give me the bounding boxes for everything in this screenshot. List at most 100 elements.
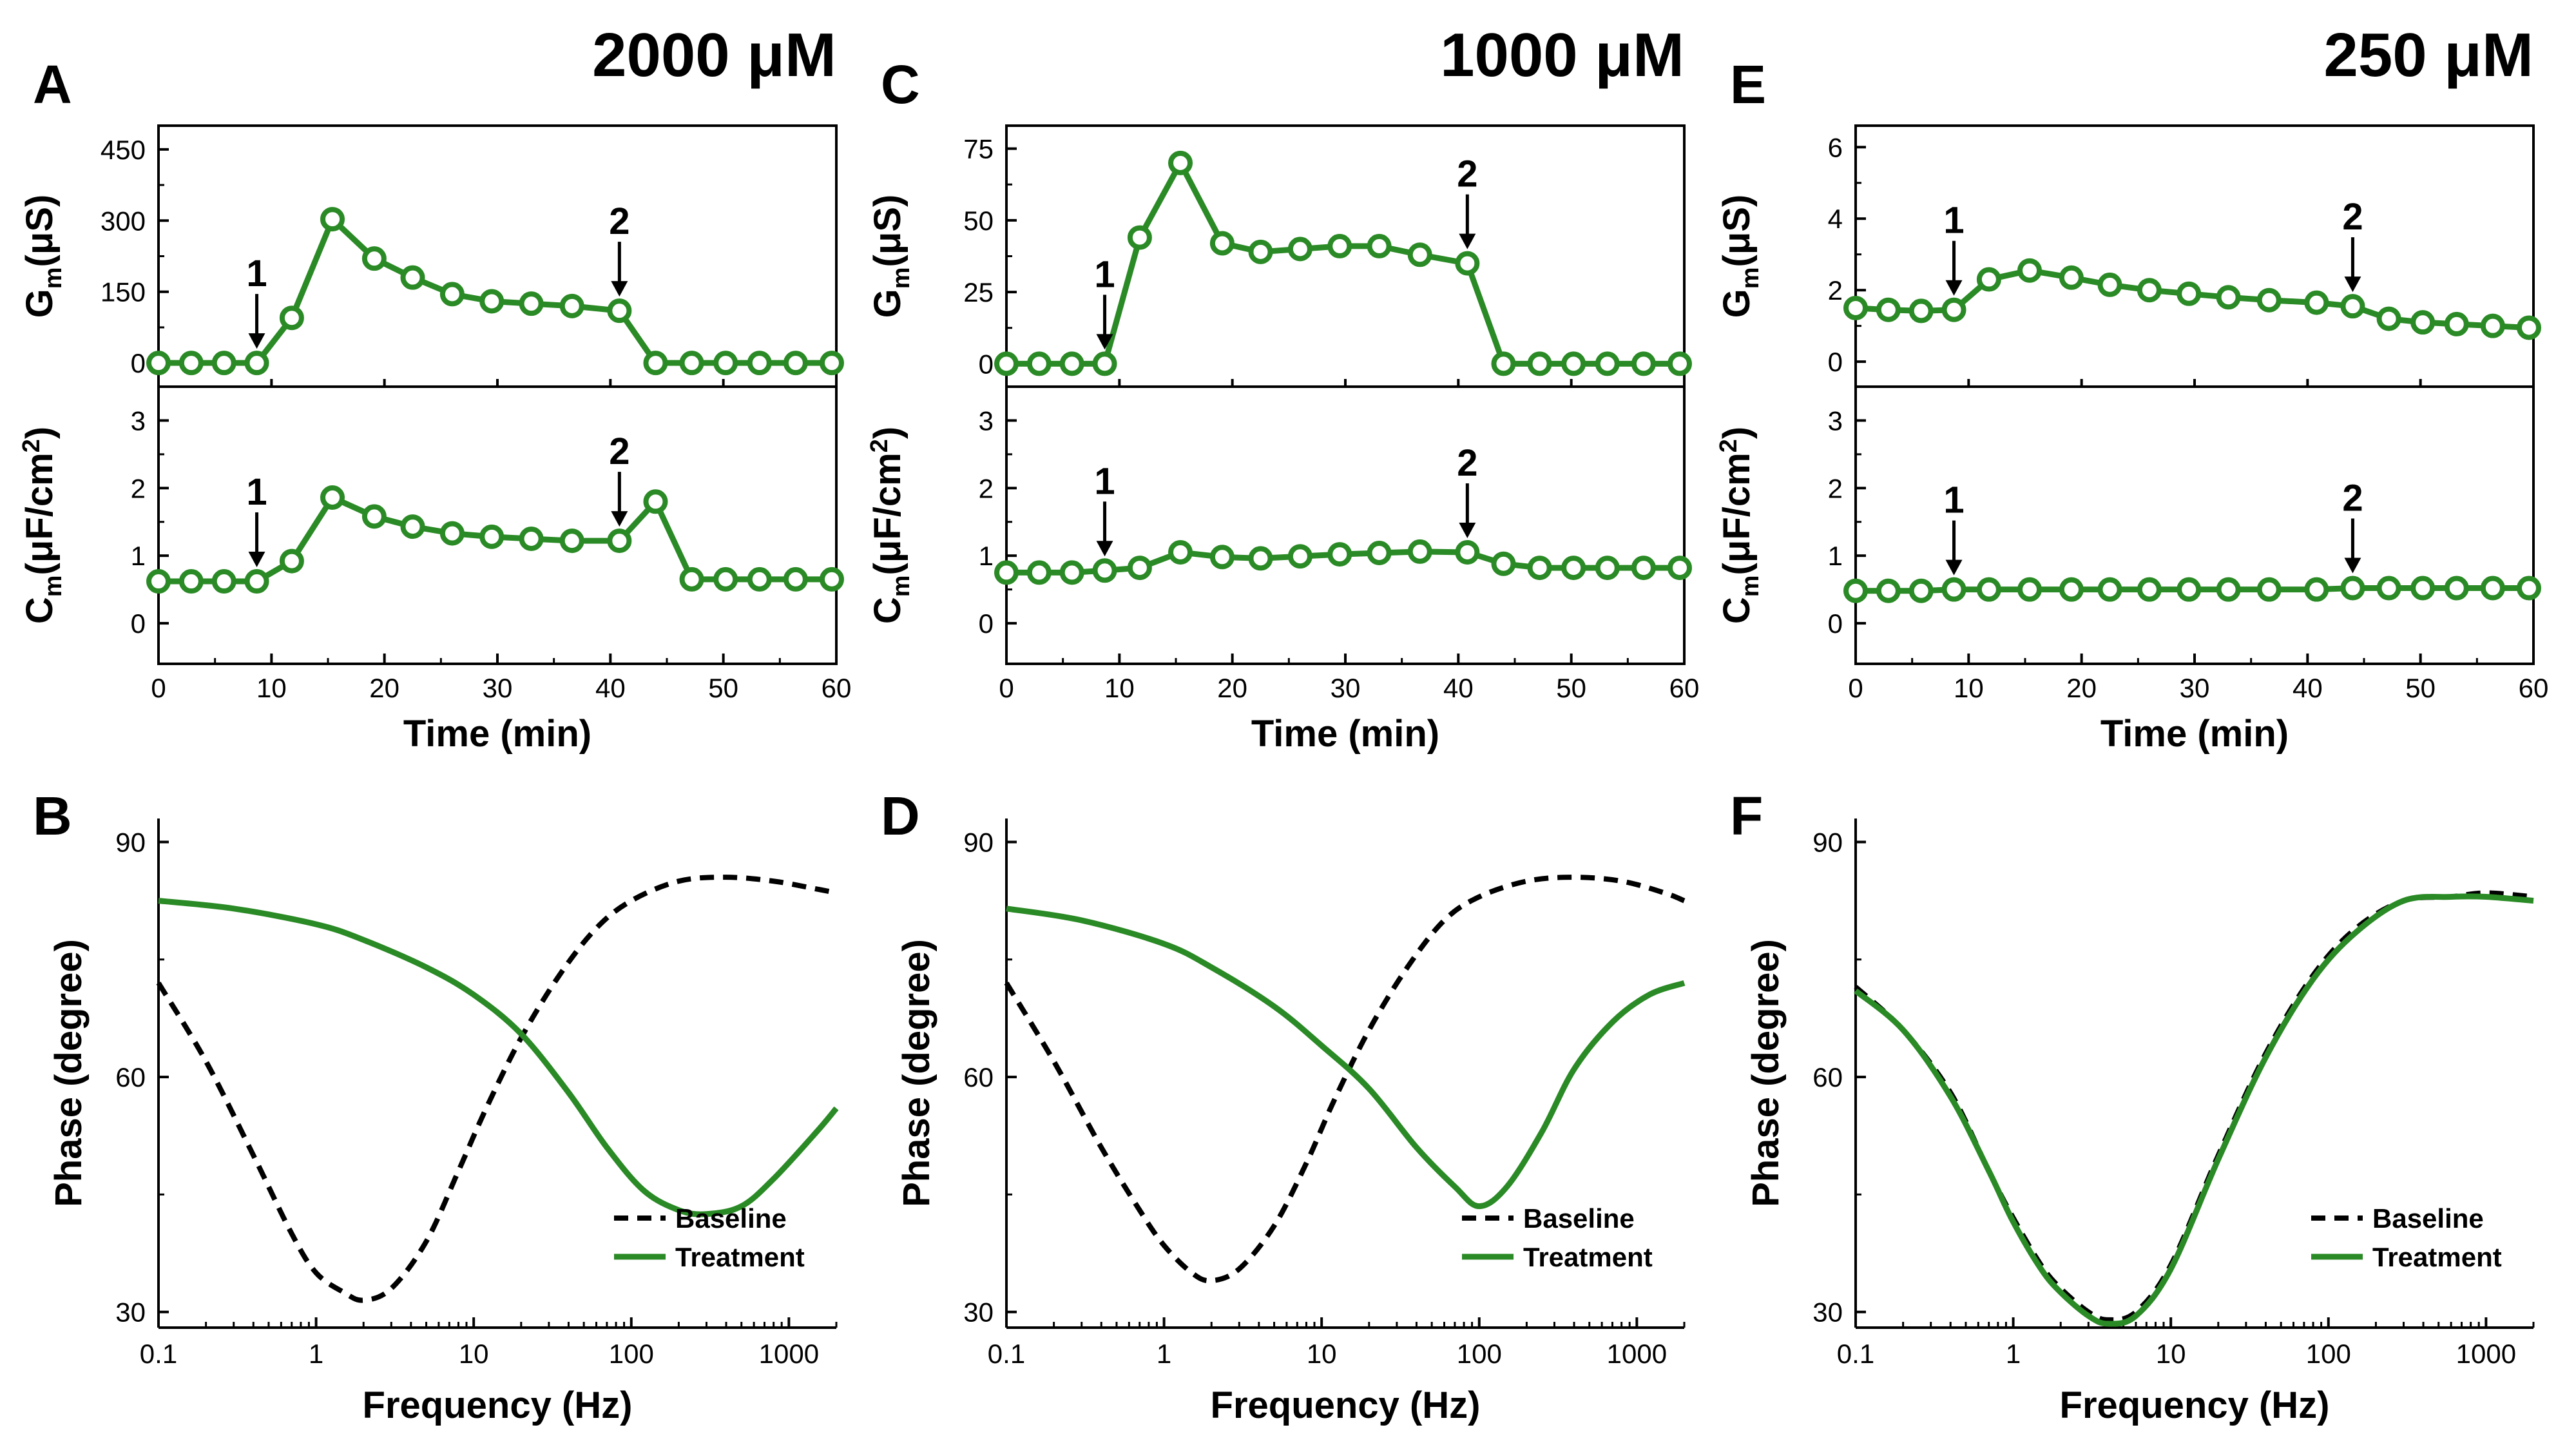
cm-data-point: [519, 526, 544, 551]
cm-axis-label: Cm(μF/cm2): [18, 427, 67, 624]
cm-data-point: [1092, 558, 1117, 583]
cm-data-point: [320, 485, 345, 510]
y-tick-label: 90: [1812, 827, 1843, 857]
cm-frame: [157, 385, 838, 665]
x-axis-label: Frequency (Hz): [363, 1384, 633, 1426]
gm-data-point: [679, 351, 704, 376]
x-tick-label: 60: [1669, 673, 1700, 703]
gm-data-point: [713, 351, 738, 376]
panel-letter-F: F: [1730, 786, 1763, 846]
panel-letter-D: D: [881, 786, 920, 846]
gm-data-point: [1209, 231, 1235, 256]
y-tick-label: 450: [101, 135, 146, 165]
cm-data-point: [2017, 577, 2043, 602]
gm-axis-label: Gm(μS): [19, 195, 67, 318]
cm-data-point: [1168, 539, 1193, 565]
y-tick-label: 0: [979, 608, 994, 639]
y-tick-label: 0: [1828, 347, 1843, 377]
y-tick-label: 2: [979, 473, 994, 503]
gm-data-point: [1843, 295, 1868, 320]
gm-data-point: [320, 207, 345, 232]
y-tick-label: 60: [1812, 1062, 1843, 1092]
cm-data-point: [747, 567, 772, 592]
x-tick-label: 40: [2292, 673, 2323, 703]
annotation-arrow-label: 1: [246, 471, 267, 513]
gm-data-point: [1876, 297, 1901, 322]
gm-data-point: [2304, 290, 2329, 315]
cm-data-point: [1407, 539, 1432, 564]
annotation-arrow-head: [248, 333, 265, 349]
gm-data-point: [1908, 298, 1934, 324]
gm-data-point: [2059, 265, 2084, 290]
gm-data-point: [1127, 225, 1152, 250]
cm-axis-label: Cm(μF/cm2): [1715, 427, 1764, 624]
gm-data-point: [2097, 272, 2122, 297]
x-axis-label: Time (min): [1251, 713, 1439, 755]
y-tick-label: 2: [131, 473, 146, 503]
annotation-arrow-label: 2: [1457, 153, 1477, 195]
legend-baseline-label: Baseline: [2372, 1203, 2484, 1234]
gm-data-point: [819, 351, 844, 376]
cm-data-point: [1876, 578, 1901, 603]
cm-data-point: [361, 504, 387, 529]
cm-data-point: [146, 569, 171, 594]
annotation-arrow-head: [611, 511, 628, 527]
phase-panel-D: D 30 60 90 0.1 1 10 100 1000 Frequency (Hz) Phase …: [881, 786, 1686, 1426]
gm-data-point: [2216, 285, 2241, 310]
annotation-arrow-label: 1: [1094, 460, 1115, 502]
concentration-label: 250 μM: [2323, 21, 2533, 90]
y-tick-label: 3: [131, 405, 146, 436]
x-tick-label: 1: [2006, 1339, 2021, 1369]
annotation-arrow-head: [1096, 334, 1113, 350]
cm-data-point: [211, 569, 236, 594]
annotation-arrow-head: [1459, 233, 1476, 249]
cm-data-point: [279, 548, 304, 574]
annotation-arrow-head: [611, 281, 628, 297]
phase-panel-B: B 30 60 90 0.1 1 10 100 1000 Frequency (Hz) Phase …: [33, 786, 839, 1426]
cm-data-point: [679, 567, 704, 592]
legend-treatment-label: Treatment: [675, 1242, 805, 1272]
cm-data-point: [1843, 578, 1868, 603]
gm-data-point: [178, 351, 204, 376]
gm-data-point: [607, 298, 632, 324]
y-tick-label: 1: [979, 541, 994, 571]
gm-data-point: [519, 291, 544, 316]
cm-data-point: [1595, 556, 1620, 581]
cm-data-point: [1976, 577, 2001, 602]
y-axis-label: Phase (degree): [1745, 939, 1787, 1207]
gm-data-point: [479, 289, 505, 314]
y-tick-label: 90: [963, 827, 994, 857]
y-tick-label: 50: [963, 206, 994, 236]
cm-data-point: [2444, 576, 2469, 601]
y-tick-label: 0: [1828, 608, 1843, 639]
gm-data-point: [2444, 311, 2469, 336]
y-tick-label: 3: [1828, 405, 1843, 436]
cm-data-point: [1491, 551, 1516, 576]
x-tick-label: 10: [1954, 673, 1984, 703]
cm-frame: [1005, 385, 1686, 665]
annotation-arrow-label: 2: [1457, 442, 1477, 484]
cm-data-point: [1561, 556, 1586, 581]
y-tick-label: 30: [963, 1297, 994, 1328]
x-tick-label: 60: [2519, 673, 2549, 703]
gm-data-point: [2137, 278, 2162, 303]
annotation-arrow-head: [1096, 541, 1113, 557]
annotation-arrow-label: 2: [2342, 196, 2363, 238]
gm-axis-label: Gm(μS): [1716, 195, 1764, 318]
gm-data-point: [1631, 351, 1656, 376]
x-tick-label: 0: [999, 673, 1014, 703]
x-tick-label: 1: [1157, 1339, 1171, 1369]
annotation-arrow-head: [1459, 522, 1476, 538]
time-panel-A: A 2000 μM0150300450Gm(μS)120123Cm(μF/cm2)…: [18, 21, 851, 755]
cm-data-point: [607, 528, 632, 554]
cm-data-point: [713, 567, 738, 592]
baseline-series-line: [1004, 875, 1686, 1284]
cm-data-point: [1941, 577, 1966, 602]
cm-data-point: [244, 569, 269, 594]
gm-data-point: [1367, 233, 1392, 258]
gm-data-point: [2516, 315, 2541, 340]
gm-data-point: [1248, 239, 1273, 264]
x-tick-label: 100: [1457, 1339, 1502, 1369]
